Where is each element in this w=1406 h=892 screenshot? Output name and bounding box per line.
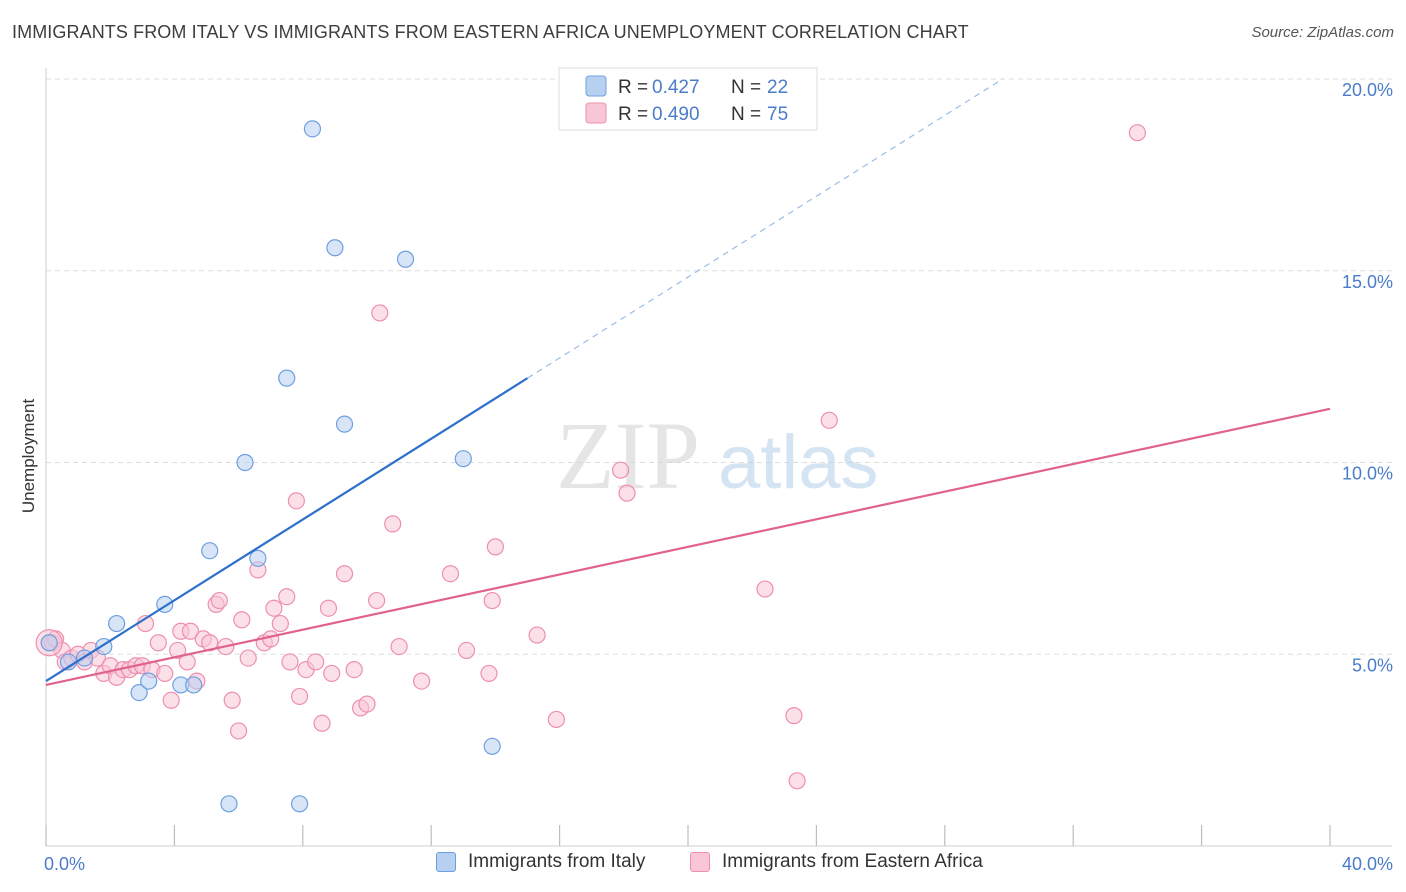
data-point: [108, 614, 126, 633]
data-point: [278, 369, 296, 387]
data-point: [371, 304, 389, 322]
data-point: [220, 795, 238, 813]
data-point: [454, 450, 472, 468]
data-point: [201, 542, 219, 560]
data-point: [390, 637, 408, 656]
data-point: [313, 714, 331, 732]
data-point: [281, 653, 299, 671]
data-point: [233, 611, 251, 629]
data-point: [303, 120, 322, 138]
data-point: [358, 695, 376, 713]
data-point: [290, 795, 309, 813]
legend-bottom-italy-swatch: [436, 852, 456, 872]
data-point: [788, 772, 806, 790]
data-point: [326, 239, 344, 257]
data-point: [441, 565, 460, 583]
data-point: [236, 453, 254, 472]
data-point: [480, 664, 498, 683]
data-point: [185, 676, 203, 694]
y-tick-label: 15.0%: [1342, 272, 1393, 292]
x-tick-label-min: 0.0%: [44, 854, 85, 874]
data-point: [412, 672, 431, 690]
data-point: [169, 641, 187, 660]
legend-bottom-eafrica-swatch: [690, 852, 710, 872]
data-point: [239, 649, 257, 667]
y-axis-label: Unemployment: [19, 399, 38, 514]
data-point: [486, 538, 504, 556]
data-point: [483, 737, 501, 755]
legend-eafrica-swatch: [585, 102, 607, 124]
data-point: [181, 622, 200, 640]
data-point: [40, 634, 58, 652]
data-point: [307, 653, 325, 671]
legend-bottom-italy: Immigrants from Italy: [436, 851, 645, 873]
axes: [45, 68, 1392, 847]
legend-bottom-italy-label: Immigrants from Italy: [468, 851, 646, 872]
trend-line-eastern-africa: [45, 407, 1331, 687]
data-point: [271, 614, 289, 633]
data-point: [457, 641, 476, 660]
legend-bottom: Immigrants from Italy Immigrants from Ea…: [0, 851, 1406, 879]
data-point: [483, 591, 501, 610]
data-point: [265, 599, 283, 617]
legend-bottom-eafrica: Immigrants from Eastern Africa: [690, 851, 983, 873]
data-point: [162, 691, 180, 709]
data-point: [335, 415, 354, 433]
legend-italy-n-label: N =: [731, 77, 761, 98]
data-point: [230, 722, 248, 740]
data-point: [820, 411, 838, 429]
legend-italy-swatch: [585, 75, 607, 97]
legend-eafrica-n-label: N =: [731, 104, 761, 125]
trend-lines: [45, 78, 1331, 687]
legend-italy-r-value: 0.427: [652, 77, 700, 98]
legend-italy-r-label: R =: [618, 77, 648, 98]
series-italy: [40, 120, 501, 813]
data-point: [149, 634, 167, 652]
data-point: [785, 707, 803, 725]
data-point: [249, 549, 267, 567]
data-point: [611, 461, 630, 479]
data-point: [618, 484, 636, 502]
trend-line-italy: [45, 377, 529, 683]
data-point: [547, 710, 565, 729]
y-tick-label: 20.0%: [1342, 80, 1393, 100]
data-point: [290, 687, 309, 706]
data-point: [368, 591, 386, 610]
watermark-atlas: atlas: [718, 420, 879, 505]
data-point: [1128, 124, 1147, 142]
data-point: [287, 492, 305, 510]
data-point: [223, 691, 241, 709]
gridlines: [46, 78, 1392, 655]
data-point: [528, 626, 546, 644]
chart-source: Source: ZipAtlas.com: [1251, 24, 1394, 41]
legend-eafrica-n-value: 75: [767, 104, 788, 125]
data-point: [396, 250, 415, 268]
data-point: [140, 672, 158, 690]
y-tick-labels: 5.0% 10.0% 15.0% 20.0%: [1342, 80, 1393, 675]
legend-italy-n-value: 22: [767, 77, 788, 98]
trend-line-italy-extension: [527, 78, 1003, 379]
legend-eafrica-r-label: R =: [618, 104, 648, 125]
legend-top: R = 0.427 N = 22 R = 0.490 N = 75: [558, 67, 818, 131]
y-tick-label: 10.0%: [1342, 464, 1393, 484]
data-point: [278, 588, 296, 606]
legend-eafrica-r-value: 0.490: [652, 104, 700, 125]
data-point: [323, 664, 341, 683]
data-point: [345, 660, 363, 679]
data-point: [319, 599, 338, 617]
data-point: [335, 565, 354, 583]
data-point: [156, 664, 174, 683]
data-point: [210, 591, 228, 610]
y-tick-label: 5.0%: [1352, 655, 1393, 675]
data-point: [756, 580, 774, 598]
data-point: [130, 683, 148, 702]
x-tick-label-max: 40.0%: [1342, 854, 1393, 874]
data-point: [384, 515, 402, 533]
chart-title: IMMIGRANTS FROM ITALY VS IMMIGRANTS FROM…: [12, 22, 969, 42]
legend-bottom-eafrica-label: Immigrants from Eastern Africa: [722, 851, 983, 872]
